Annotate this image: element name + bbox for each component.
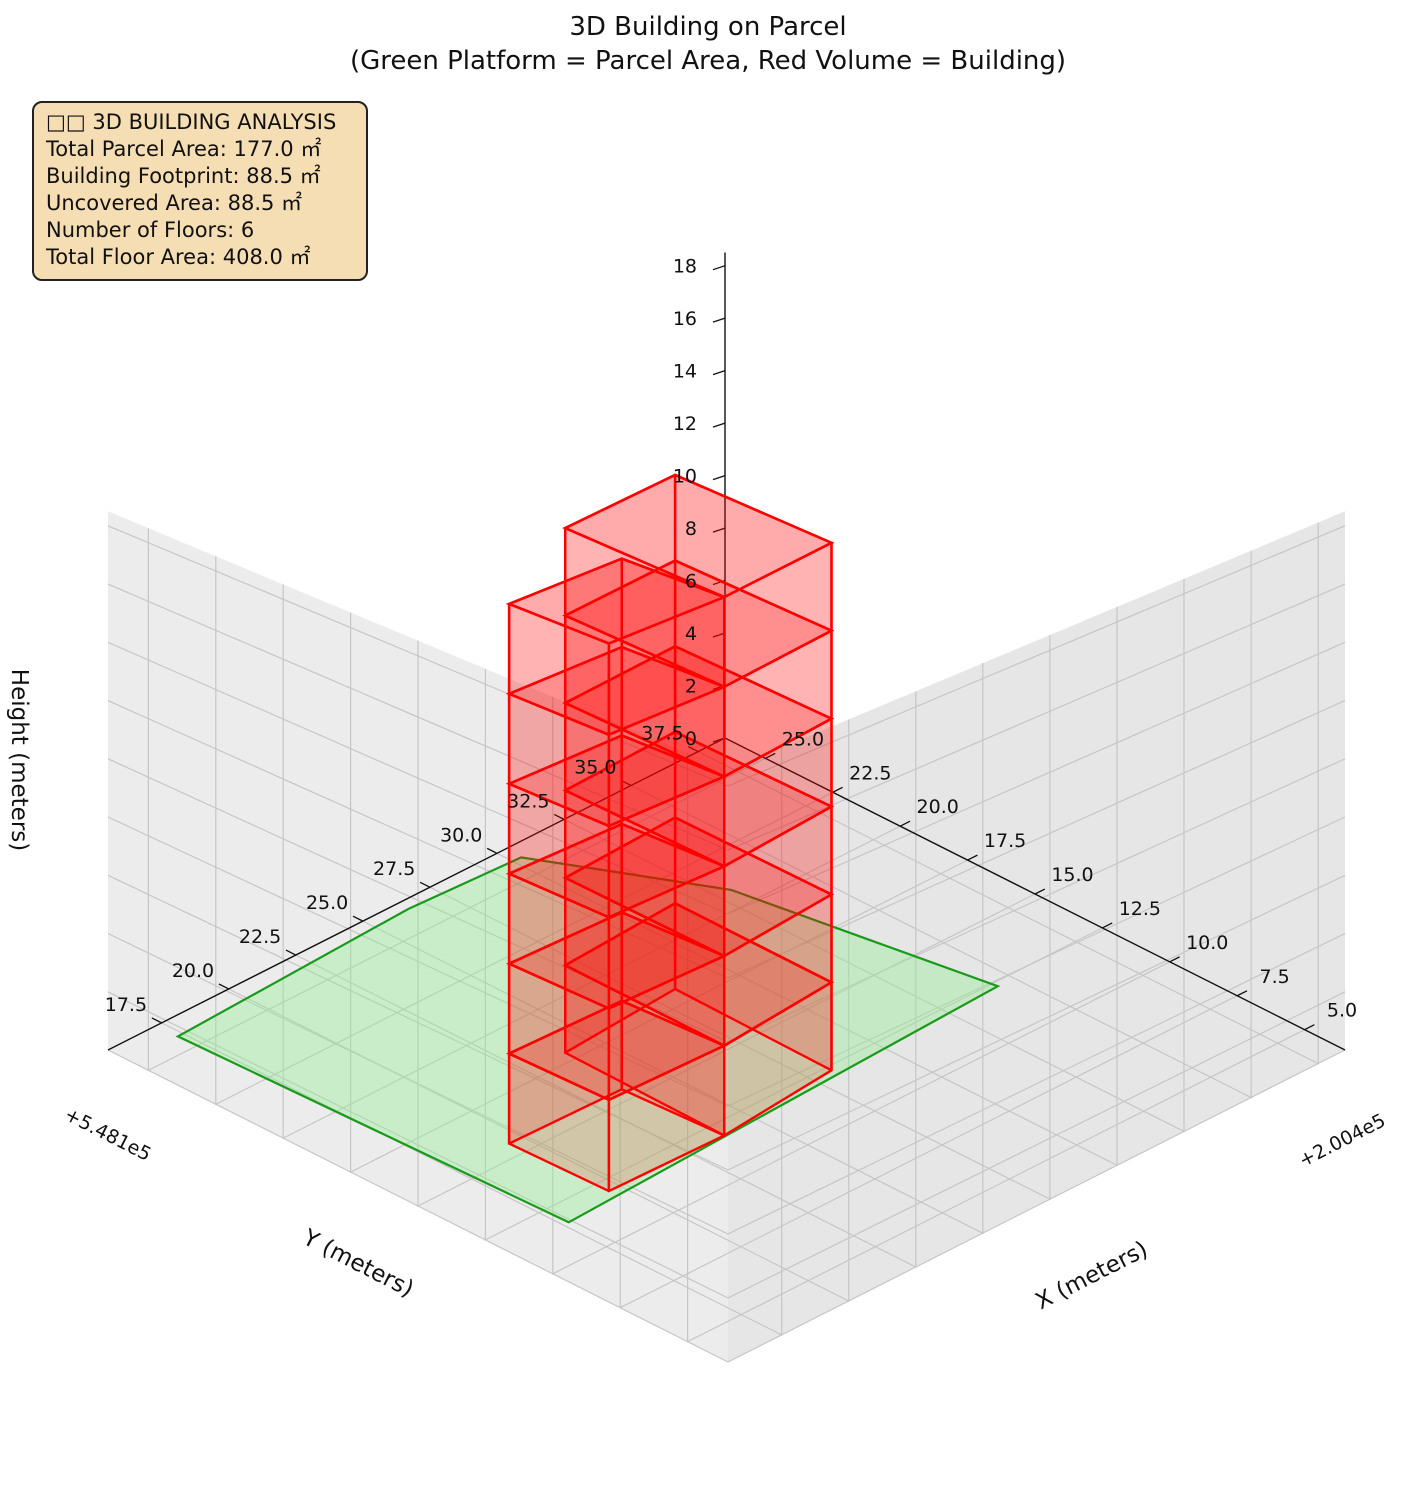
grid-lines [107, 522, 1346, 1363]
z-tick [712, 370, 726, 376]
grid-line-z [107, 932, 1346, 1235]
building-floor-2-part-2 [562, 816, 835, 1047]
z-axis-label: Height (meters) [6, 669, 32, 851]
building-floor-5-part-1 [505, 645, 728, 828]
building-slab [562, 473, 835, 599]
chart-title: 3D Building on Parcel [569, 12, 847, 42]
y-tick-label: 12.5 [1119, 898, 1161, 920]
grid-line-z [107, 641, 1346, 915]
x-tick-label: 32.5 [507, 790, 549, 812]
y-tick-label: 25.0 [782, 728, 824, 750]
x-tick-label: 27.5 [373, 858, 415, 880]
z-tick-label: 16 [673, 308, 697, 330]
building-floor-6-part-1 [505, 557, 728, 736]
y-axis-label: Y (meters) [298, 1224, 418, 1302]
x-tick [486, 847, 498, 854]
info-total-floor-area: Total Floor Area: 408.0 ㎡ [46, 245, 311, 269]
x-tick [218, 983, 230, 990]
z-tick-label: 10 [673, 466, 697, 488]
z-tick-label: 12 [673, 413, 697, 435]
grid-line-z [107, 700, 1346, 979]
x-offset-label: +2.004e5 [1295, 1109, 1389, 1171]
grid-line-z [107, 1049, 1346, 1363]
z-tick-label: 0 [685, 728, 697, 750]
info-uncovered-area: Uncovered Area: 88.5 ㎡ [46, 191, 303, 215]
y-tick-label: 17.5 [984, 830, 1026, 852]
y-tick [899, 820, 911, 827]
z-tick-label: 6 [685, 571, 697, 593]
y-tick-label: 10.0 [1186, 932, 1228, 954]
grid-line-z [107, 991, 1346, 1299]
y-tick [832, 786, 843, 793]
y-tick [1236, 990, 1248, 997]
y-tick [967, 854, 978, 861]
z-tick-label: 14 [673, 361, 697, 383]
grid-line-z [107, 525, 1346, 787]
x-tick [419, 881, 431, 888]
grid-line-z [107, 874, 1346, 1171]
x-tick [285, 949, 297, 956]
y-tick [1102, 922, 1113, 929]
y-offset-label: +5.481e5 [61, 1103, 155, 1165]
z-tick-label: 8 [685, 518, 697, 540]
x-tick [151, 1017, 162, 1024]
y-tick [1034, 888, 1046, 895]
info-number-of-floors: Number of Floors: 6 [46, 218, 255, 242]
z-tick [712, 527, 726, 533]
x-tick [688, 746, 699, 753]
z-tick-label: 4 [685, 623, 697, 645]
y-tick [1304, 1024, 1315, 1031]
y-tick [765, 752, 776, 759]
z-tick [712, 317, 726, 323]
z-tick-label: 2 [685, 676, 697, 698]
info-building-footprint: Building Footprint: 88.5 ㎡ [46, 164, 321, 188]
building-floor-6-part-2 [562, 473, 835, 688]
x-tick-label: 35.0 [574, 756, 616, 778]
z-tick [712, 265, 726, 271]
info-total-parcel-area: Total Parcel Area: 177.0 ㎡ [46, 137, 322, 161]
z-tick [712, 474, 726, 481]
y-tick [1169, 956, 1180, 963]
y-tick-label: 15.0 [1051, 864, 1093, 886]
x-tick-label: 25.0 [306, 892, 348, 914]
y-tick-label: 22.5 [849, 762, 891, 784]
grid-line-z [107, 583, 1346, 851]
axis-ticks [151, 265, 1315, 1031]
x-tick-label: 20.0 [172, 960, 214, 982]
back-right-pane [728, 511, 1345, 1362]
x-tick-label: 17.5 [105, 994, 147, 1016]
x-tick [352, 915, 364, 922]
x-tick-label: 30.0 [440, 824, 482, 846]
z-tick [712, 422, 726, 428]
y-tick-label: 20.0 [917, 796, 959, 818]
info-heading: □□ 3D BUILDING ANALYSIS [46, 110, 337, 134]
x-tick-label: 37.5 [641, 723, 683, 745]
grid-line-z [107, 816, 1346, 1107]
x-axis-label: X (meters) [1031, 1236, 1152, 1315]
z-tick-label: 18 [673, 256, 697, 278]
building-layer [505, 473, 835, 1193]
y-tick-label: 7.5 [1260, 966, 1290, 988]
x-tick [553, 813, 565, 820]
y-tick-label: 5.0 [1327, 1000, 1357, 1022]
analysis-info-box: □□ 3D BUILDING ANALYSIS Total Parcel Are… [32, 101, 368, 281]
chart-subtitle: (Green Platform = Parcel Area, Red Volum… [349, 46, 1067, 76]
building-slab [505, 557, 728, 645]
x-tick-label: 22.5 [239, 926, 281, 948]
